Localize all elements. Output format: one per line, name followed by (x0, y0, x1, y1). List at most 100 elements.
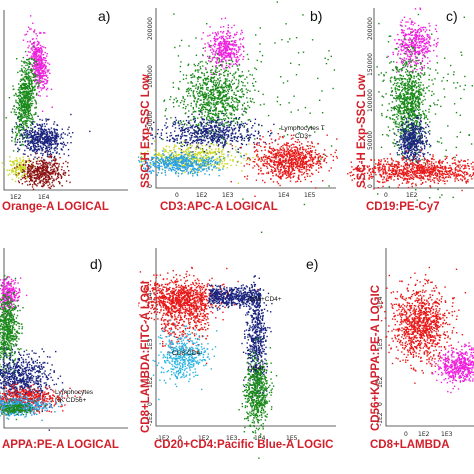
data-point (219, 47, 221, 50)
data-point (23, 62, 25, 64)
data-point (43, 170, 45, 172)
data-point (176, 139, 178, 141)
data-point (244, 85, 246, 87)
data-point (40, 181, 42, 183)
data-point (203, 163, 205, 166)
data-point (31, 176, 33, 179)
data-point (19, 134, 22, 136)
data-point (25, 72, 27, 74)
data-point (31, 129, 33, 132)
data-point (166, 156, 169, 158)
data-point (225, 42, 227, 44)
data-point (55, 137, 57, 139)
data-point (231, 50, 233, 52)
data-point (38, 70, 40, 72)
data-point (229, 72, 231, 74)
data-point (212, 77, 215, 79)
data-point (216, 100, 218, 103)
data-point (226, 37, 228, 40)
data-point (64, 174, 66, 176)
data-point (215, 52, 217, 54)
data-point (196, 158, 199, 160)
data-point (49, 146, 51, 149)
data-point (15, 111, 17, 114)
data-point (220, 111, 222, 113)
data-point (39, 73, 41, 75)
data-point (222, 112, 225, 115)
data-point (206, 87, 208, 89)
data-point (221, 125, 224, 127)
data-point (229, 54, 232, 56)
data-point (175, 165, 178, 167)
data-point (21, 88, 23, 91)
data-point (188, 160, 190, 162)
data-point (222, 127, 225, 130)
data-point (222, 168, 224, 170)
data-point (187, 154, 189, 157)
data-point (26, 180, 28, 182)
data-point (310, 181, 312, 183)
data-point (328, 50, 330, 52)
data-point (223, 123, 225, 125)
data-point (247, 130, 249, 133)
data-point (215, 130, 217, 132)
data-point (193, 132, 195, 134)
data-point (232, 43, 234, 45)
data-point (154, 149, 156, 151)
data-point (37, 87, 39, 90)
data-point (24, 80, 26, 82)
data-point (49, 132, 51, 135)
data-point (212, 93, 215, 96)
data-point (153, 140, 156, 142)
data-point (202, 158, 204, 160)
data-point (23, 109, 25, 111)
data-point (35, 74, 37, 76)
data-point (41, 76, 43, 78)
data-point (23, 87, 25, 90)
data-point (49, 150, 51, 153)
data-point (227, 24, 229, 26)
data-point (27, 184, 29, 186)
data-point (207, 75, 209, 78)
data-point (223, 52, 225, 54)
data-point (42, 161, 45, 164)
data-point (179, 120, 182, 122)
data-point (24, 175, 26, 178)
data-point (232, 130, 234, 132)
data-point (181, 123, 183, 126)
data-point (35, 79, 38, 81)
data-point (202, 54, 204, 56)
data-point (164, 159, 167, 161)
data-point (146, 122, 148, 125)
data-point (194, 126, 196, 128)
data-point (172, 155, 175, 157)
data-point (180, 39, 183, 42)
data-point (222, 36, 224, 39)
data-point (60, 134, 62, 136)
data-point (224, 144, 226, 146)
data-point (186, 88, 189, 90)
data-point (252, 98, 254, 100)
data-point (231, 132, 234, 135)
data-point (21, 87, 23, 89)
data-point (37, 168, 39, 170)
data-point (42, 128, 44, 131)
data-point (11, 164, 13, 167)
data-point (246, 53, 249, 56)
data-point (38, 139, 40, 141)
data-point (200, 163, 202, 165)
data-point (45, 146, 48, 148)
data-point (215, 103, 218, 105)
data-point (248, 119, 251, 121)
data-point (235, 78, 237, 81)
data-point (221, 49, 223, 52)
data-point (217, 133, 219, 135)
data-point (34, 183, 36, 185)
data-point (41, 142, 43, 145)
data-point (167, 160, 169, 163)
data-point (247, 70, 250, 72)
data-point (206, 94, 208, 96)
data-point (200, 84, 202, 87)
data-point (149, 165, 151, 167)
data-point (29, 177, 31, 180)
